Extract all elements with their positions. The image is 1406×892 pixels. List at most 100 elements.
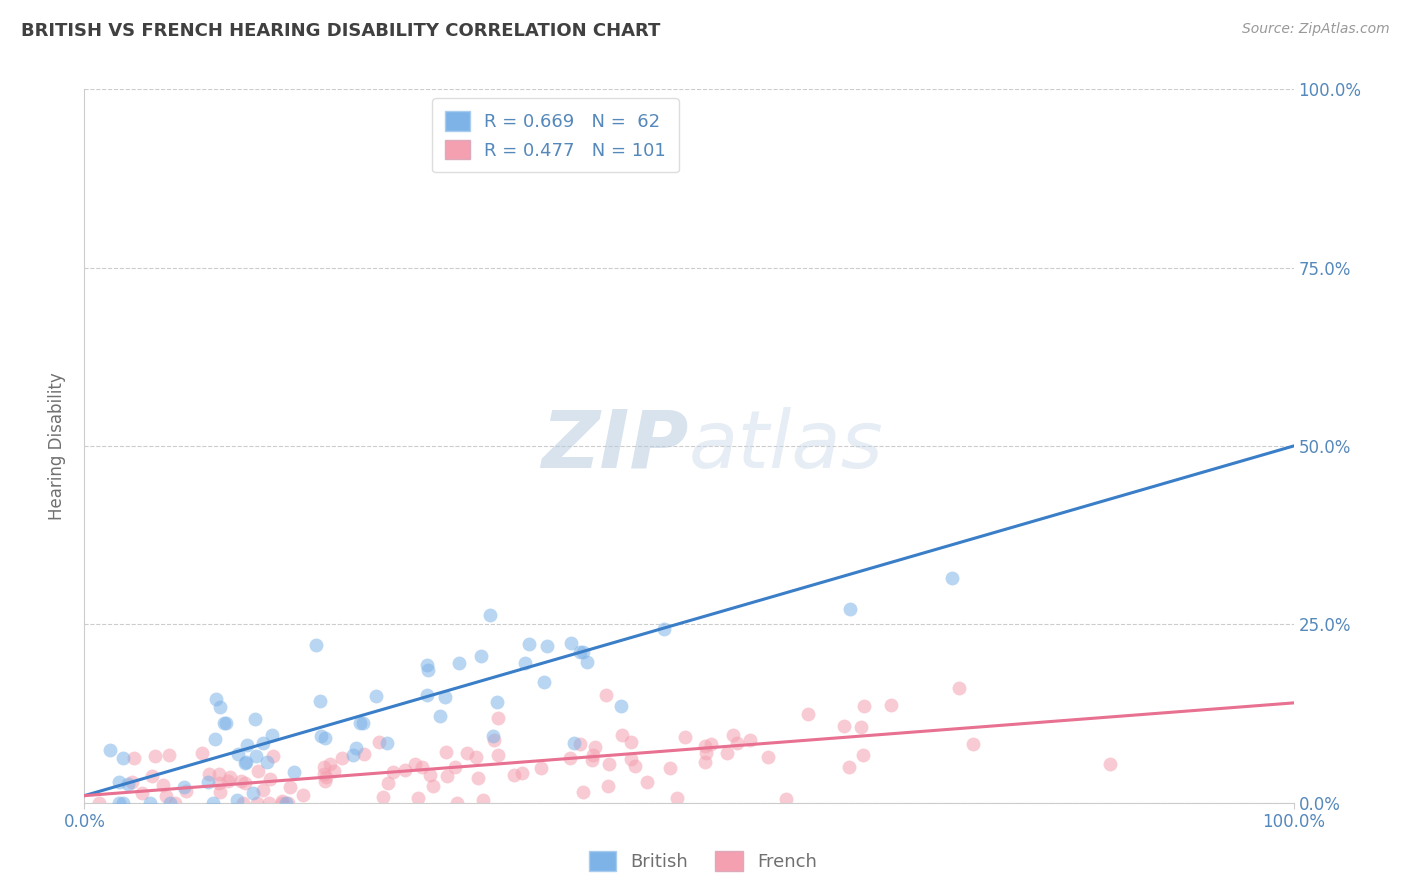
Point — [212, 715, 235, 730]
Point — [330, 750, 353, 764]
Point — [879, 698, 901, 713]
Legend: R = 0.669   N =  62, R = 0.477   N = 101: R = 0.669 N = 62, R = 0.477 N = 101 — [432, 98, 679, 172]
Point — [482, 729, 505, 743]
Point — [252, 736, 274, 750]
Point — [143, 748, 166, 763]
Text: ZIP: ZIP — [541, 407, 689, 485]
Point — [121, 774, 143, 789]
Point — [152, 778, 174, 792]
Point — [513, 656, 536, 670]
Point — [276, 796, 298, 810]
Point — [652, 622, 675, 636]
Point — [157, 747, 180, 762]
Point — [571, 645, 593, 659]
Point — [208, 775, 231, 789]
Point — [246, 796, 269, 810]
Point — [217, 773, 239, 788]
Point — [209, 699, 232, 714]
Point — [530, 761, 553, 775]
Point — [111, 751, 134, 765]
Point — [583, 739, 606, 754]
Point — [309, 694, 332, 708]
Point — [484, 733, 506, 747]
Point — [377, 775, 399, 789]
Point — [436, 769, 458, 783]
Point — [245, 712, 267, 726]
Point — [245, 749, 267, 764]
Legend: British, French: British, French — [582, 844, 824, 879]
Point — [232, 796, 254, 810]
Point — [242, 786, 264, 800]
Point — [173, 780, 195, 794]
Point — [252, 782, 274, 797]
Point — [352, 715, 374, 730]
Point — [852, 699, 875, 714]
Point — [198, 767, 221, 781]
Point — [488, 711, 510, 725]
Point — [226, 793, 249, 807]
Point — [262, 749, 284, 764]
Point — [368, 735, 391, 749]
Point — [122, 751, 145, 765]
Point — [219, 770, 242, 784]
Point — [852, 748, 875, 763]
Point — [278, 780, 301, 795]
Point — [349, 716, 371, 731]
Point — [434, 690, 457, 704]
Point — [247, 764, 270, 778]
Point — [444, 759, 467, 773]
Point — [569, 645, 592, 659]
Point — [416, 663, 439, 677]
Point — [283, 764, 305, 779]
Point — [471, 793, 494, 807]
Point — [517, 637, 540, 651]
Point — [666, 791, 689, 805]
Point — [411, 760, 433, 774]
Point — [851, 720, 873, 734]
Point — [623, 759, 645, 773]
Point — [446, 796, 468, 810]
Point — [163, 796, 186, 810]
Point — [375, 736, 398, 750]
Text: Source: ZipAtlas.com: Source: ZipAtlas.com — [1241, 22, 1389, 37]
Point — [270, 796, 292, 810]
Point — [155, 789, 177, 804]
Point — [305, 638, 328, 652]
Text: atlas: atlas — [689, 407, 884, 485]
Point — [636, 775, 658, 789]
Point — [291, 789, 314, 803]
Point — [620, 735, 643, 749]
Point — [610, 728, 633, 742]
Point — [131, 786, 153, 800]
Point — [226, 747, 249, 761]
Point — [568, 738, 591, 752]
Point — [201, 796, 224, 810]
Point — [205, 692, 228, 706]
Point — [353, 747, 375, 761]
Text: BRITISH VS FRENCH HEARING DISABILITY CORRELATION CHART: BRITISH VS FRENCH HEARING DISABILITY COR… — [21, 22, 661, 40]
Point — [259, 772, 281, 786]
Point — [256, 755, 278, 769]
Point — [582, 747, 605, 762]
Point — [536, 640, 558, 654]
Point — [700, 737, 723, 751]
Point — [381, 764, 404, 779]
Point — [315, 770, 337, 784]
Point — [1098, 757, 1121, 772]
Point — [486, 747, 509, 762]
Point — [139, 796, 162, 810]
Point — [174, 784, 197, 798]
Point — [948, 681, 970, 695]
Point — [215, 715, 238, 730]
Point — [191, 747, 214, 761]
Point — [312, 760, 335, 774]
Point — [394, 763, 416, 777]
Point — [314, 731, 336, 746]
Point — [233, 776, 256, 790]
Point — [560, 635, 582, 649]
Point — [89, 796, 111, 810]
Y-axis label: Hearing Disability: Hearing Disability — [48, 372, 66, 520]
Point — [838, 602, 860, 616]
Point — [962, 737, 984, 751]
Point — [941, 571, 963, 585]
